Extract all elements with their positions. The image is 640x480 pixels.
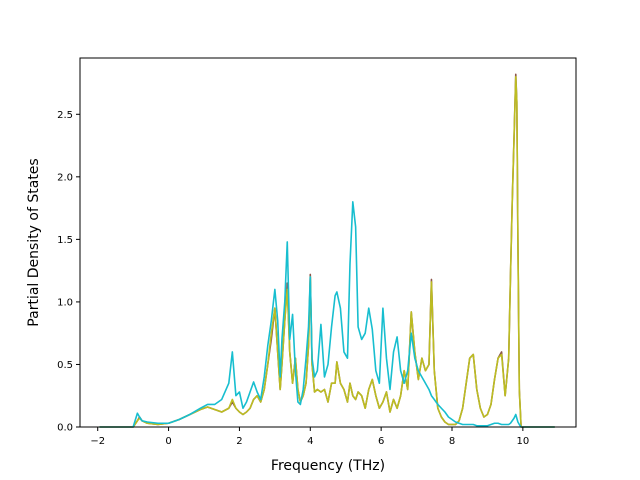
y-tick-label: 0.5 (57, 360, 73, 371)
series-line-2 (99, 75, 555, 428)
y-tick-label: 1.0 (57, 297, 73, 308)
y-tick-label: 0.0 (57, 423, 73, 434)
x-tick-label: −2 (90, 436, 105, 447)
x-tick-label: 0 (165, 436, 171, 447)
series-layer (99, 73, 555, 428)
x-axis: −2 0 2 4 6 8 10 (90, 427, 529, 447)
y-axis-label: Partial Density of States (26, 158, 42, 326)
x-tick-label: 8 (449, 436, 455, 447)
y-tick-label: 2.5 (57, 110, 73, 121)
x-axis-label: Frequency (THz) (271, 458, 385, 474)
y-tick-label: 2.0 (57, 172, 73, 183)
x-tick-label: 6 (378, 436, 384, 447)
plot-frame (79, 57, 577, 428)
series-line-3 (99, 201, 555, 428)
x-tick-label: 10 (516, 436, 529, 447)
y-axis: 0.0 0.5 1.0 1.5 2.0 2.5 (57, 110, 80, 434)
y-tick-label: 1.5 (57, 235, 73, 246)
x-tick-label: 2 (236, 436, 242, 447)
x-tick-label: 4 (307, 436, 313, 447)
